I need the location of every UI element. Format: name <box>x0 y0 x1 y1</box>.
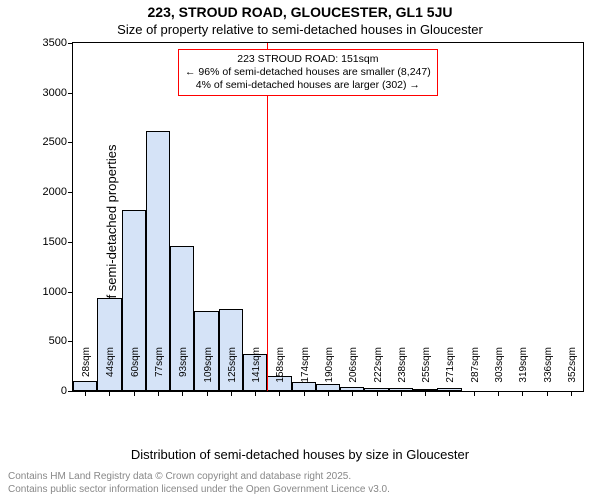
attribution-line2: Contains public sector information licen… <box>8 484 390 497</box>
x-tick-label: 319sqm <box>518 347 529 395</box>
y-tick-label: 2000 <box>27 186 73 198</box>
x-tick-label: 141sqm <box>251 347 262 395</box>
x-tick-label: 255sqm <box>421 347 432 395</box>
y-tick-label: 3500 <box>27 37 73 49</box>
y-tick-label: 3000 <box>27 87 73 99</box>
x-tick-mark <box>571 391 572 396</box>
x-tick-mark <box>158 391 159 396</box>
chart-container: 223, STROUD ROAD, GLOUCESTER, GL1 5JU Si… <box>0 0 600 500</box>
x-tick-mark <box>182 391 183 396</box>
x-tick-mark <box>377 391 378 396</box>
x-tick-mark <box>328 391 329 396</box>
x-tick-mark <box>255 391 256 396</box>
x-tick-mark <box>474 391 475 396</box>
attribution-text: Contains HM Land Registry data © Crown c… <box>8 471 390 496</box>
chart-subtitle: Size of property relative to semi-detach… <box>0 22 600 37</box>
x-tick-label: 93sqm <box>178 347 189 395</box>
x-tick-label: 44sqm <box>105 347 116 395</box>
x-tick-label: 352sqm <box>567 347 578 395</box>
x-tick-label: 238sqm <box>397 347 408 395</box>
attribution-line1: Contains HM Land Registry data © Crown c… <box>8 471 390 484</box>
x-tick-mark <box>207 391 208 396</box>
x-tick-label: 336sqm <box>543 347 554 395</box>
x-tick-mark <box>231 391 232 396</box>
annotation-box: 223 STROUD ROAD: 151sqm← 96% of semi-det… <box>178 49 438 96</box>
plot-area: 050010001500200025003000350028sqm44sqm60… <box>72 42 584 392</box>
x-tick-mark <box>522 391 523 396</box>
y-tick-label: 500 <box>27 335 73 347</box>
y-tick-label: 2500 <box>27 136 73 148</box>
y-tick-mark <box>68 391 73 392</box>
x-tick-label: 206sqm <box>348 347 359 395</box>
annotation-line2: ← 96% of semi-detached houses are smalle… <box>185 66 431 79</box>
x-tick-mark <box>449 391 450 396</box>
y-tick-label: 0 <box>27 385 73 397</box>
annotation-line1: 223 STROUD ROAD: 151sqm <box>185 53 431 66</box>
x-tick-label: 60sqm <box>130 347 141 395</box>
x-tick-label: 271sqm <box>445 347 456 395</box>
x-axis-label: Distribution of semi-detached houses by … <box>0 447 600 462</box>
x-tick-label: 109sqm <box>203 347 214 395</box>
x-tick-mark <box>85 391 86 396</box>
x-tick-mark <box>401 391 402 396</box>
y-tick-mark <box>68 192 73 193</box>
y-tick-mark <box>68 292 73 293</box>
y-tick-mark <box>68 341 73 342</box>
x-tick-label: 287sqm <box>470 347 481 395</box>
x-tick-mark <box>304 391 305 396</box>
chart-title: 223, STROUD ROAD, GLOUCESTER, GL1 5JU <box>0 4 600 20</box>
x-tick-label: 190sqm <box>324 347 335 395</box>
x-tick-label: 303sqm <box>494 347 505 395</box>
x-tick-label: 174sqm <box>300 347 311 395</box>
y-tick-mark <box>68 93 73 94</box>
x-tick-label: 28sqm <box>81 347 92 395</box>
x-tick-label: 222sqm <box>373 347 384 395</box>
x-tick-mark <box>498 391 499 396</box>
x-tick-mark <box>279 391 280 396</box>
annotation-line3: 4% of semi-detached houses are larger (3… <box>185 79 431 92</box>
x-tick-mark <box>547 391 548 396</box>
x-tick-mark <box>352 391 353 396</box>
y-tick-label: 1500 <box>27 236 73 248</box>
y-tick-label: 1000 <box>27 286 73 298</box>
y-tick-mark <box>68 142 73 143</box>
x-tick-mark <box>425 391 426 396</box>
x-tick-label: 125sqm <box>227 347 238 395</box>
x-tick-label: 158sqm <box>275 347 286 395</box>
x-tick-label: 77sqm <box>154 347 165 395</box>
x-tick-mark <box>109 391 110 396</box>
x-tick-mark <box>134 391 135 396</box>
y-tick-mark <box>68 242 73 243</box>
y-tick-mark <box>68 43 73 44</box>
